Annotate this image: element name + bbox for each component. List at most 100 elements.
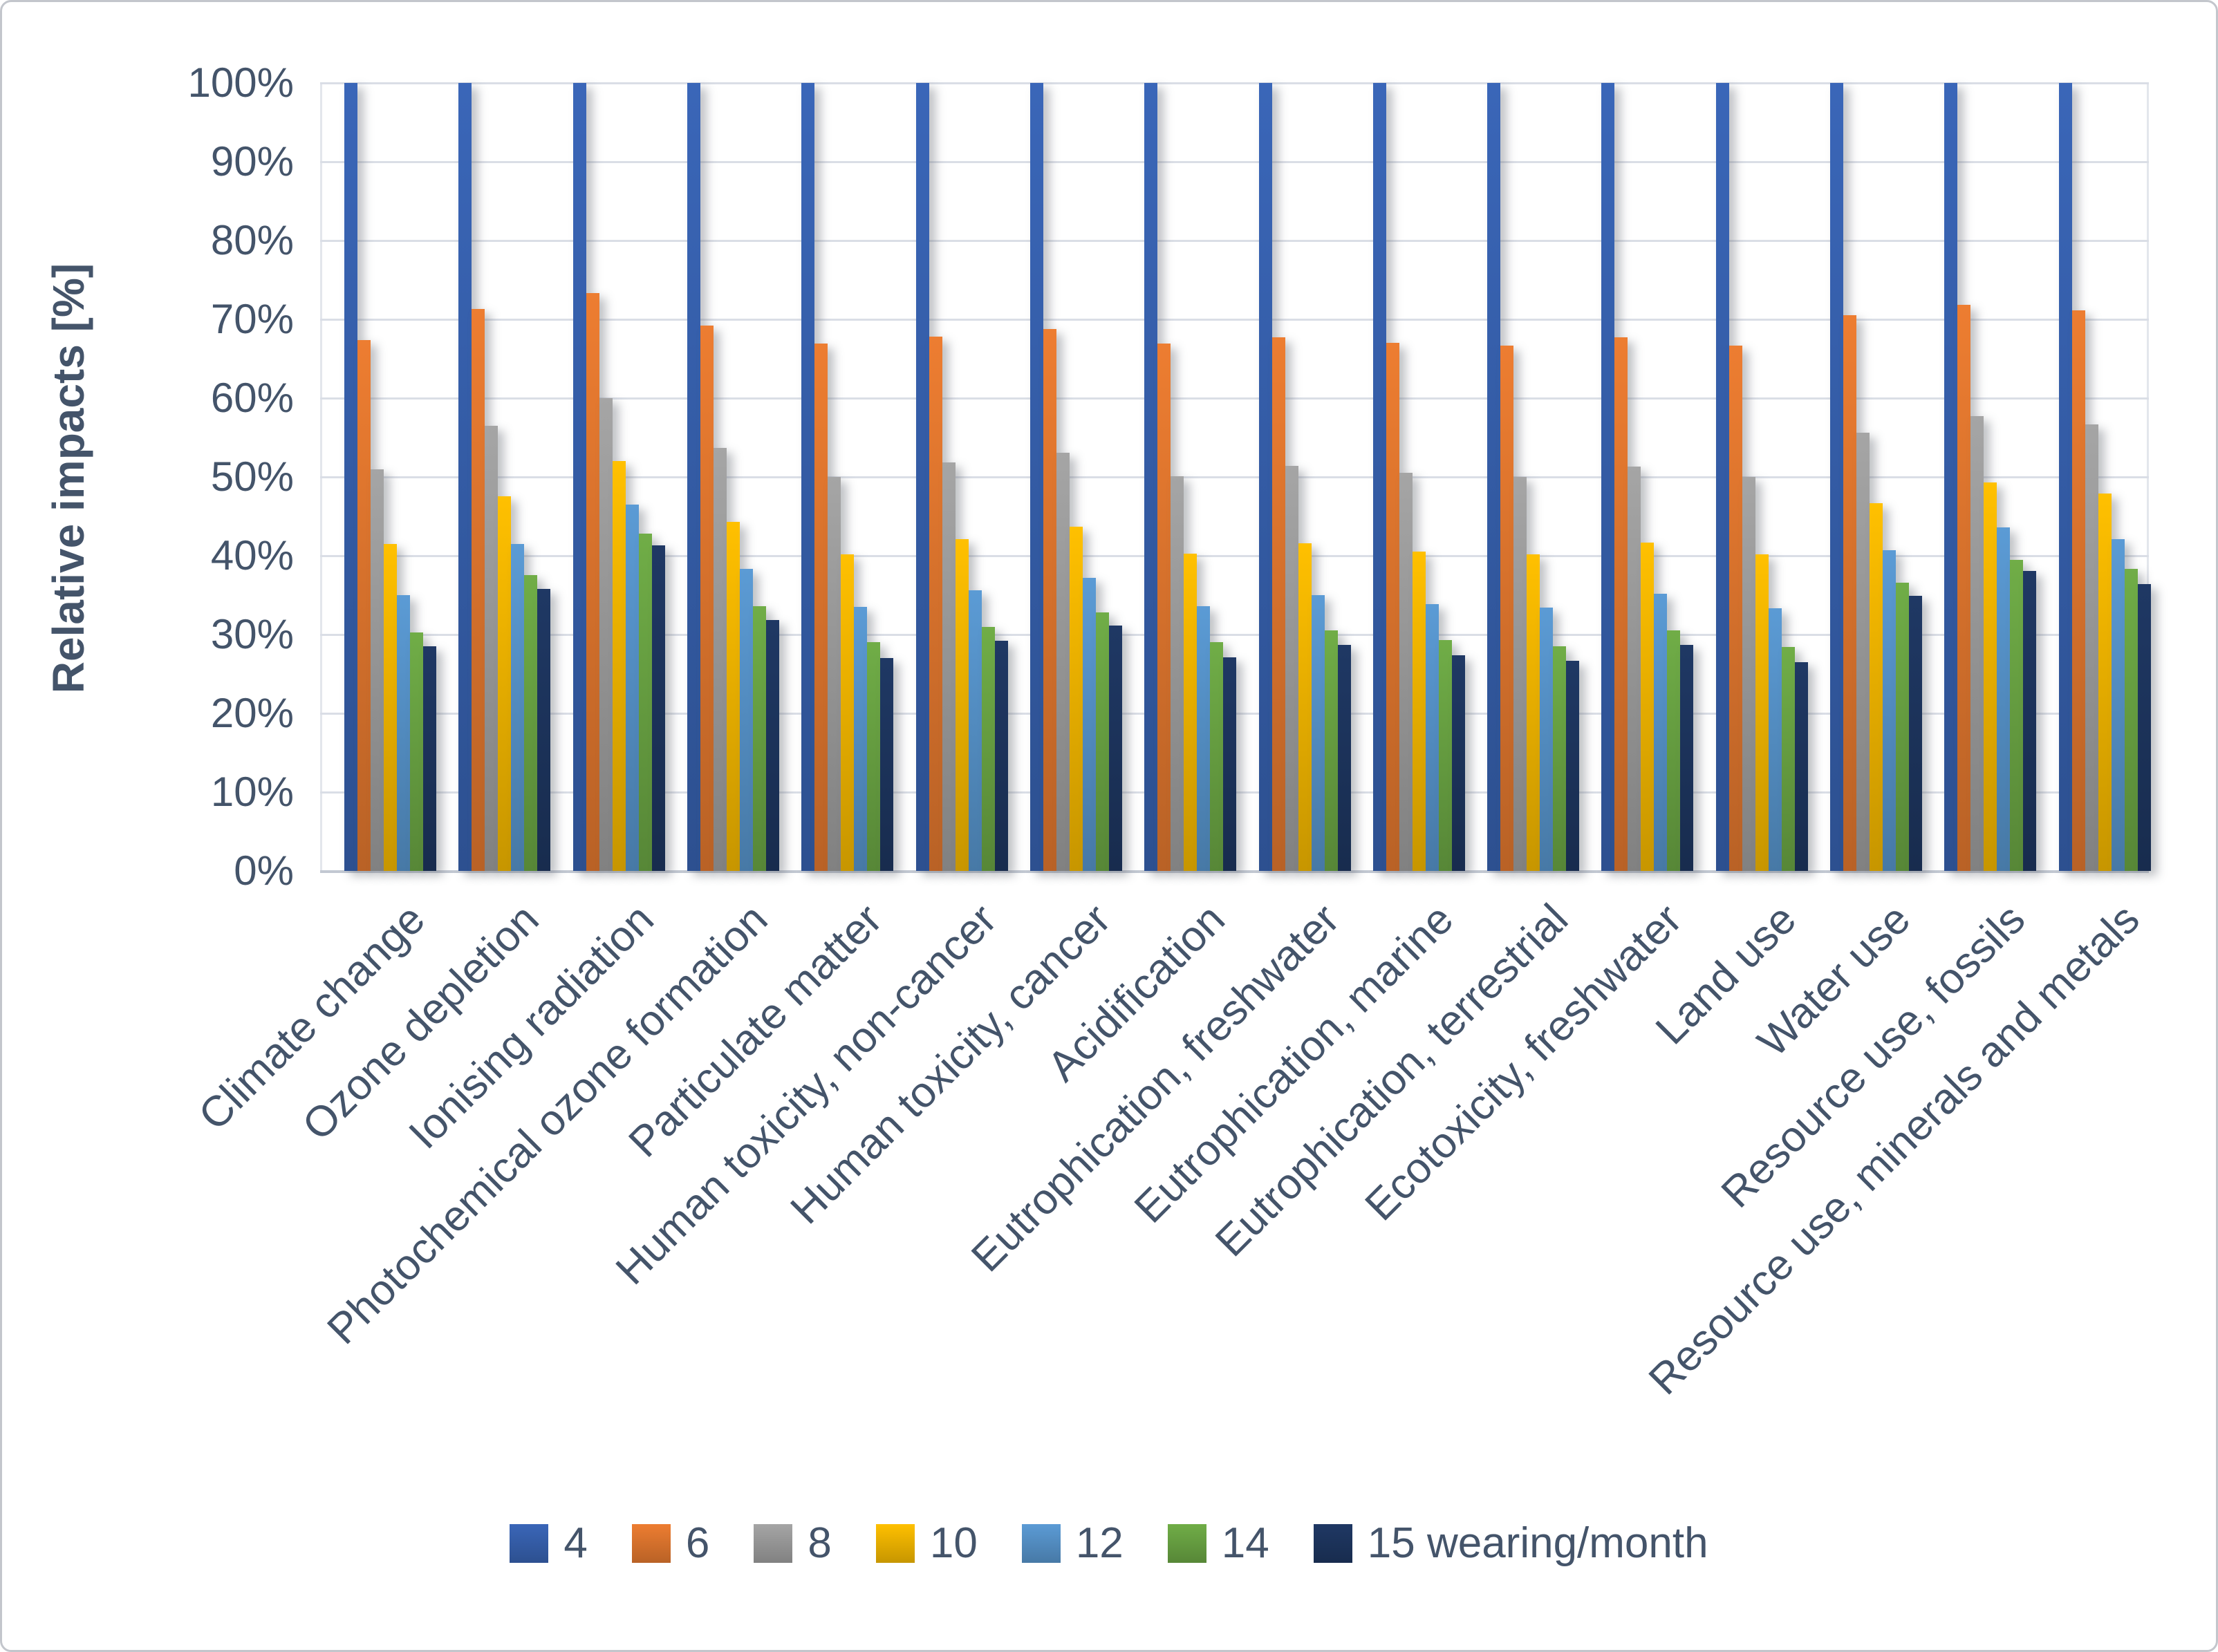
- bar-6-land-use: [1729, 346, 1742, 871]
- bar-6-photochemical-ozone-formation: [700, 326, 714, 871]
- y-axis-tick-label: 50%: [210, 453, 294, 500]
- legend-item: 6: [631, 1519, 710, 1568]
- bar-10-ozone-depletion: [498, 496, 511, 871]
- legend-label: 6: [685, 1519, 710, 1567]
- bar-6-resource-use-fossils: [1957, 305, 1970, 871]
- legend-swatch: [1313, 1524, 1352, 1563]
- bar-6-eutrophication-terrestrial: [1500, 346, 1513, 871]
- gridline: [320, 397, 2149, 400]
- bar-12-climate-change: [397, 595, 410, 871]
- y-axis-tick-label: 60%: [210, 375, 294, 421]
- bar-15-wearing-month-eutrophication-freshwater: [1338, 645, 1351, 871]
- bar-10-resource-use-minerals-and-metals: [2098, 494, 2112, 871]
- bar-15-wearing-month-human-toxicity-non-cancer: [995, 641, 1008, 871]
- bar-15-wearing-month-particulate-matter: [880, 658, 893, 871]
- gridline: [320, 476, 2149, 478]
- bar-14-ecotoxicity-freshwater: [1667, 630, 1680, 871]
- bar-15-wearing-month-resource-use-minerals-and-metals: [2138, 584, 2151, 871]
- bar-10-human-toxicity-non-cancer: [956, 539, 969, 871]
- bar-14-human-toxicity-non-cancer: [982, 627, 995, 871]
- bar-12-human-toxicity-cancer: [1083, 578, 1096, 871]
- bar-14-ionising-radiation: [639, 534, 652, 871]
- bar-10-eutrophication-freshwater: [1298, 543, 1312, 871]
- bar-14-resource-use-fossils: [2010, 560, 2023, 871]
- plot-area: [320, 82, 2151, 873]
- bar-8-photochemical-ozone-formation: [714, 448, 727, 871]
- bar-12-particulate-matter: [854, 607, 867, 871]
- bar-10-particulate-matter: [841, 554, 854, 871]
- bar-12-land-use: [1769, 608, 1782, 871]
- bar-4-particulate-matter: [801, 83, 814, 871]
- bar-6-climate-change: [357, 340, 371, 871]
- bar-14-eutrophication-terrestrial: [1553, 646, 1566, 871]
- bar-4-climate-change: [344, 83, 357, 871]
- bar-15-wearing-month-eutrophication-terrestrial: [1566, 661, 1579, 871]
- bar-4-ecotoxicity-freshwater: [1601, 83, 1614, 871]
- legend-label: 4: [563, 1519, 588, 1567]
- bar-12-ozone-depletion: [511, 544, 524, 871]
- bar-10-climate-change: [384, 544, 397, 871]
- legend-item: 12: [1021, 1519, 1124, 1568]
- bar-4-ozone-depletion: [458, 83, 472, 871]
- legend-label: 15 wearing/month: [1367, 1519, 1708, 1567]
- bar-15-wearing-month-human-toxicity-cancer: [1109, 626, 1122, 871]
- bar-8-resource-use-fossils: [1970, 416, 1984, 871]
- bar-4-eutrophication-marine: [1373, 83, 1386, 871]
- bar-15-wearing-month-ecotoxicity-freshwater: [1680, 645, 1693, 871]
- gridline: [320, 161, 2149, 163]
- bar-6-ionising-radiation: [586, 293, 599, 871]
- bar-4-water-use: [1830, 83, 1843, 871]
- bar-12-human-toxicity-non-cancer: [969, 590, 982, 871]
- bar-4-eutrophication-freshwater: [1259, 83, 1272, 871]
- y-axis-tick-label: 0%: [234, 847, 294, 894]
- bar-6-resource-use-minerals-and-metals: [2072, 310, 2085, 871]
- bar-6-acidification: [1157, 344, 1171, 871]
- y-axis-tick-label: 40%: [210, 532, 294, 579]
- bar-10-water-use: [1870, 503, 1883, 871]
- bar-12-ionising-radiation: [626, 505, 639, 871]
- bar-14-human-toxicity-cancer: [1096, 612, 1109, 871]
- bar-4-photochemical-ozone-formation: [687, 83, 700, 871]
- bar-14-particulate-matter: [867, 642, 880, 871]
- bar-6-eutrophication-freshwater: [1272, 337, 1285, 871]
- bar-10-eutrophication-terrestrial: [1527, 554, 1540, 871]
- y-axis-tick-label: 100%: [187, 59, 294, 106]
- legend-item: 14: [1167, 1519, 1269, 1568]
- bar-6-water-use: [1843, 315, 1856, 871]
- gridline: [320, 82, 2149, 84]
- bar-15-wearing-month-acidification: [1223, 657, 1236, 871]
- bar-8-human-toxicity-cancer: [1056, 453, 1070, 871]
- gridline: [320, 319, 2149, 321]
- bar-10-human-toxicity-cancer: [1070, 527, 1083, 871]
- legend-swatch: [754, 1524, 793, 1563]
- bar-12-water-use: [1883, 550, 1896, 871]
- y-axis-tick-label: 30%: [210, 611, 294, 657]
- bar-14-eutrophication-marine: [1439, 640, 1452, 871]
- bar-15-wearing-month-climate-change: [423, 646, 436, 871]
- chart-legend: 4 6 8 10 12 14 15 wearing/month: [2, 1519, 2216, 1568]
- bar-12-eutrophication-terrestrial: [1540, 608, 1553, 871]
- bar-15-wearing-month-land-use: [1795, 662, 1808, 871]
- bar-15-wearing-month-resource-use-fossils: [2023, 571, 2036, 871]
- legend-label: 8: [808, 1519, 832, 1567]
- bar-12-eutrophication-marine: [1426, 604, 1439, 871]
- bar-12-photochemical-ozone-formation: [740, 569, 753, 871]
- x-axis-line: [320, 870, 2149, 873]
- legend-swatch: [1167, 1524, 1206, 1563]
- bar-8-eutrophication-freshwater: [1285, 466, 1298, 871]
- bar-12-resource-use-minerals-and-metals: [2112, 539, 2125, 871]
- bar-12-ecotoxicity-freshwater: [1654, 594, 1667, 871]
- bar-15-wearing-month-photochemical-ozone-formation: [766, 620, 779, 871]
- bar-10-acidification: [1184, 554, 1197, 871]
- legend-swatch: [631, 1524, 671, 1563]
- bar-14-acidification: [1210, 642, 1223, 871]
- gridline: [320, 555, 2149, 557]
- bar-10-resource-use-fossils: [1984, 482, 1997, 871]
- bar-14-resource-use-minerals-and-metals: [2125, 569, 2138, 871]
- bar-4-eutrophication-terrestrial: [1487, 83, 1500, 871]
- bar-4-ionising-radiation: [573, 83, 586, 871]
- bar-4-land-use: [1716, 83, 1729, 871]
- bar-6-human-toxicity-non-cancer: [929, 337, 942, 871]
- bar-8-acidification: [1171, 476, 1184, 871]
- gridline: [320, 634, 2149, 636]
